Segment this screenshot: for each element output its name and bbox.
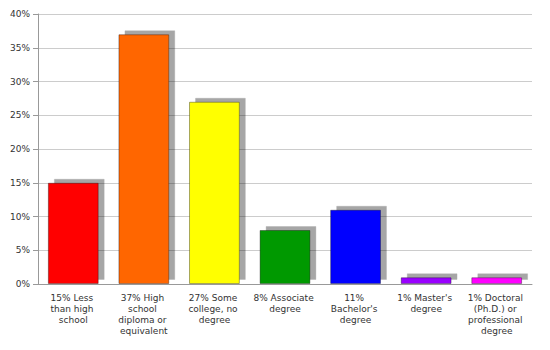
- svg-text:degree: degree: [199, 315, 231, 325]
- svg-text:11%: 11%: [344, 293, 367, 303]
- svg-text:degree: degree: [340, 315, 372, 325]
- svg-text:1% Master's: 1% Master's: [397, 293, 455, 303]
- svg-text:equivalent: equivalent: [120, 326, 168, 336]
- svg-text:35%: 35%: [10, 43, 30, 53]
- svg-text:degree: degree: [481, 326, 513, 336]
- svg-text:15%: 15%: [10, 178, 30, 188]
- svg-text:school: school: [59, 315, 88, 325]
- svg-text:Bachelor's: Bachelor's: [331, 304, 381, 314]
- svg-text:diploma or: diploma or: [118, 315, 169, 325]
- svg-text:degree: degree: [410, 304, 442, 314]
- svg-text:40%: 40%: [10, 9, 30, 19]
- svg-text:1% Doctoral: 1% Doctoral: [468, 293, 526, 303]
- svg-text:than high: than high: [50, 304, 96, 314]
- svg-text:20%: 20%: [10, 144, 30, 154]
- svg-text:10%: 10%: [10, 212, 30, 222]
- svg-text:5%: 5%: [16, 245, 31, 255]
- svg-text:(Ph.D.) or: (Ph.D.) or: [474, 304, 520, 314]
- svg-text:37% High: 37% High: [121, 293, 167, 303]
- svg-text:college, no: college, no: [188, 304, 240, 314]
- svg-text:0%: 0%: [16, 279, 31, 289]
- svg-text:30%: 30%: [10, 77, 30, 87]
- svg-text:school: school: [128, 304, 160, 314]
- svg-text:27% Some: 27% Some: [189, 293, 240, 303]
- svg-text:degree: degree: [269, 304, 301, 314]
- svg-text:professional: professional: [468, 315, 525, 325]
- svg-text:8% Associate: 8% Associate: [253, 293, 316, 303]
- svg-text:25%: 25%: [10, 110, 30, 120]
- svg-text:15% Less: 15% Less: [51, 293, 97, 303]
